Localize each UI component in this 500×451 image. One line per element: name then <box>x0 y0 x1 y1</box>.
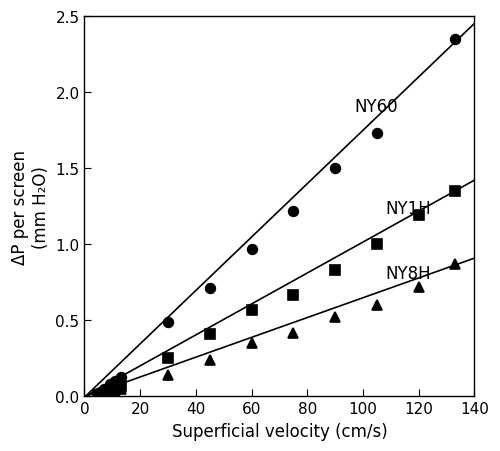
Y-axis label: ΔP per screen
(mm H₂O): ΔP per screen (mm H₂O) <box>11 149 50 264</box>
Text: NY60: NY60 <box>354 98 399 116</box>
X-axis label: Superficial velocity (cm/s): Superficial velocity (cm/s) <box>172 422 388 440</box>
Text: NY1H: NY1H <box>386 199 431 217</box>
Text: NY8H: NY8H <box>386 265 431 283</box>
